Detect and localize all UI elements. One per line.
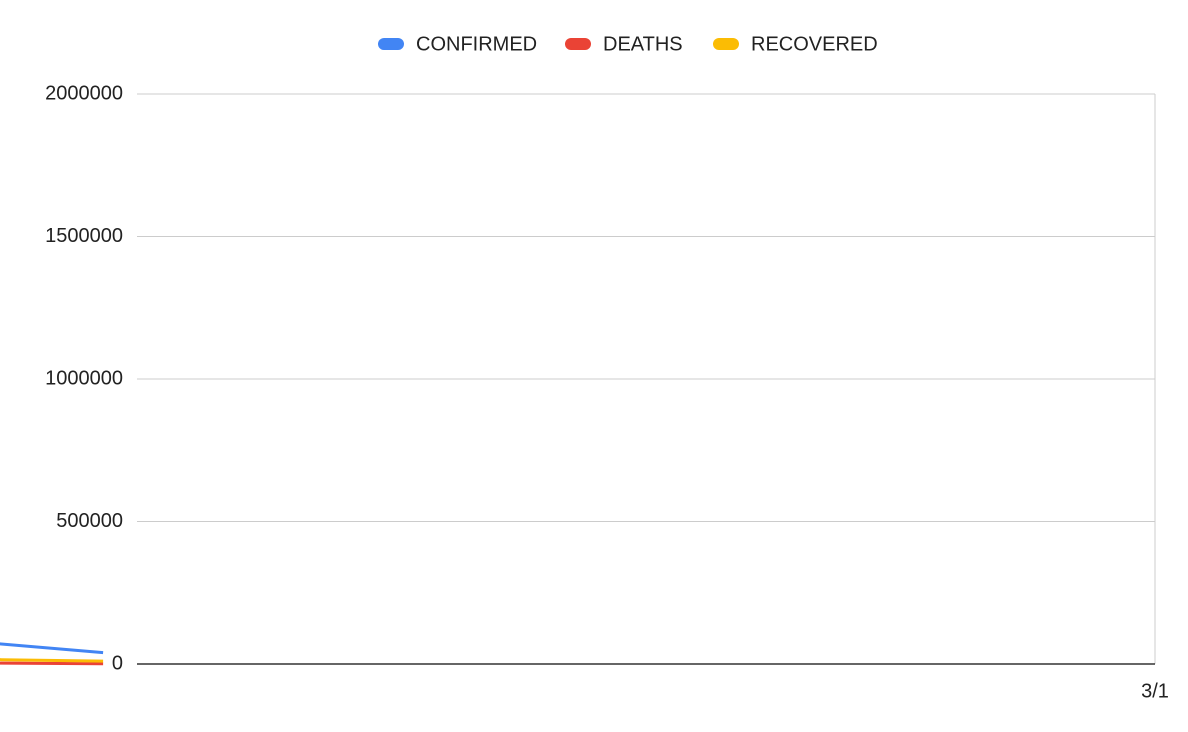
x-tick-label: 3/1 xyxy=(1141,680,1169,702)
y-tick-label: 2000000 xyxy=(45,82,123,104)
y-tick-label: 500000 xyxy=(56,510,123,532)
series-line xyxy=(0,642,104,655)
legend-swatch xyxy=(565,38,591,50)
y-tick-label: 1000000 xyxy=(45,367,123,389)
legend-label: DEATHS xyxy=(603,33,683,55)
legend-swatch xyxy=(378,38,404,50)
y-tick-label: 1500000 xyxy=(45,225,123,247)
legend-label: CONFIRMED xyxy=(416,33,537,55)
legend-label: RECOVERED xyxy=(751,33,878,55)
y-tick-label: 0 xyxy=(112,652,123,674)
legend-swatch xyxy=(713,38,739,50)
